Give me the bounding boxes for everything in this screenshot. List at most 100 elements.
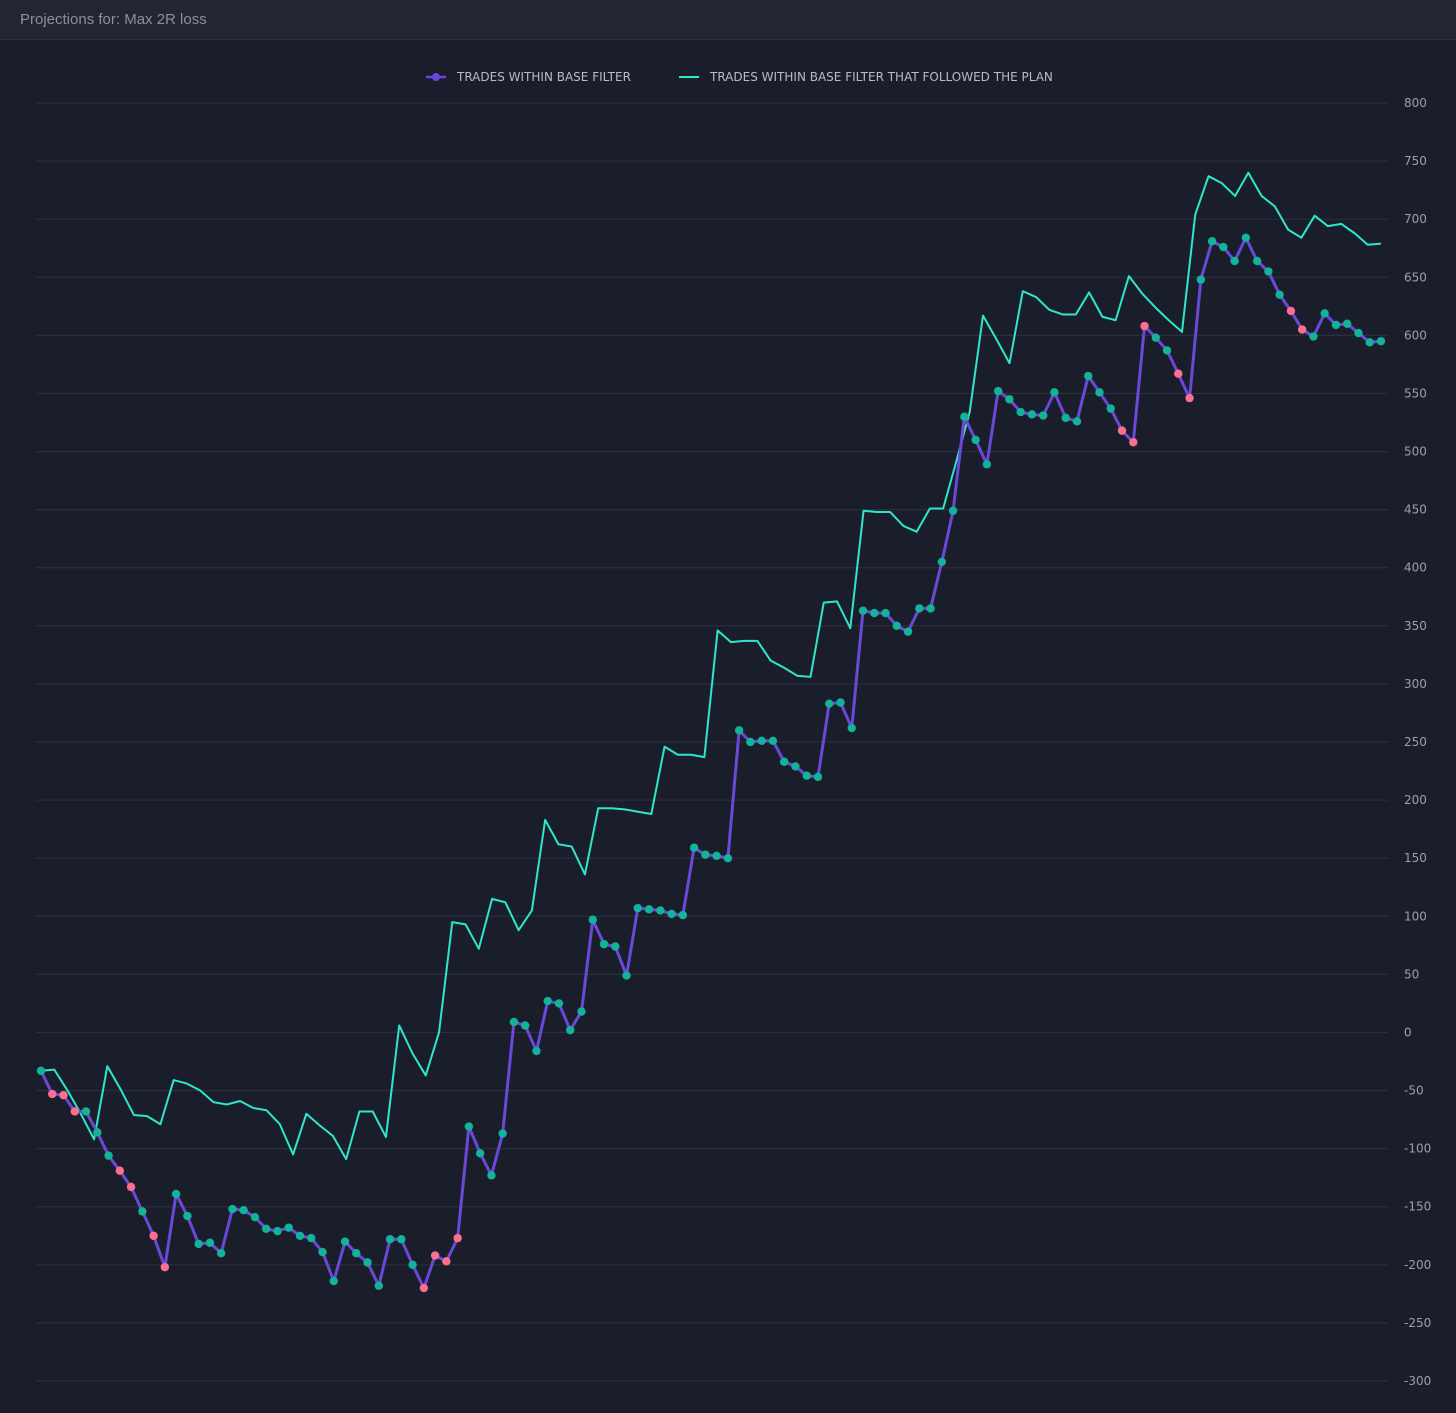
- data-point-base-filter[interactable]: [1072, 417, 1082, 426]
- data-point-base-filter[interactable]: [171, 1189, 181, 1199]
- data-point-base-filter[interactable]: [689, 843, 699, 852]
- data-point-base-filter[interactable]: [374, 1281, 384, 1290]
- data-point-base-filter[interactable]: [870, 608, 879, 618]
- data-point-base-filter[interactable]: [70, 1107, 79, 1116]
- legend-item-followed-plan[interactable]: TRADES WITHIN BASE FILTER THAT FOLLOWED …: [679, 70, 1053, 84]
- data-point-base-filter[interactable]: [115, 1166, 125, 1175]
- data-point-base-filter[interactable]: [937, 557, 947, 567]
- data-point-base-filter[interactable]: [644, 905, 654, 914]
- data-point-base-filter[interactable]: [216, 1249, 226, 1258]
- data-point-base-filter[interactable]: [622, 971, 631, 980]
- data-point-base-filter[interactable]: [1320, 309, 1329, 318]
- data-point-base-filter[interactable]: [385, 1235, 395, 1244]
- data-point-base-filter[interactable]: [126, 1182, 136, 1192]
- data-point-base-filter[interactable]: [813, 772, 823, 782]
- data-point-base-filter[interactable]: [318, 1247, 327, 1257]
- data-point-base-filter[interactable]: [1376, 336, 1386, 346]
- data-point-base-filter[interactable]: [1207, 237, 1217, 246]
- data-point-base-filter[interactable]: [678, 910, 688, 920]
- data-point-base-filter[interactable]: [442, 1257, 451, 1266]
- data-point-base-filter[interactable]: [757, 736, 766, 746]
- data-point-base-filter[interactable]: [239, 1206, 248, 1215]
- data-point-base-filter[interactable]: [836, 698, 845, 707]
- data-point-base-filter[interactable]: [183, 1211, 192, 1221]
- data-point-base-filter[interactable]: [1343, 319, 1352, 328]
- data-point-base-filter[interactable]: [307, 1233, 316, 1243]
- data-point-base-filter[interactable]: [554, 999, 564, 1008]
- data-point-base-filter[interactable]: [1140, 321, 1149, 331]
- data-point-base-filter[interactable]: [566, 1025, 575, 1035]
- data-point-base-filter[interactable]: [1309, 332, 1318, 341]
- data-point-base-filter[interactable]: [273, 1226, 282, 1236]
- data-point-base-filter[interactable]: [521, 1021, 530, 1030]
- data-point-base-filter[interactable]: [667, 909, 676, 919]
- data-point-base-filter[interactable]: [971, 435, 980, 445]
- data-point-base-filter[interactable]: [599, 939, 609, 949]
- data-point-base-filter[interactable]: [93, 1128, 102, 1137]
- data-point-base-filter[interactable]: [205, 1238, 215, 1247]
- data-point-base-filter[interactable]: [419, 1283, 429, 1293]
- data-point-base-filter[interactable]: [487, 1171, 496, 1180]
- data-point-base-filter[interactable]: [543, 996, 552, 1006]
- data-point-base-filter[interactable]: [1061, 413, 1070, 423]
- data-point-base-filter[interactable]: [295, 1231, 305, 1240]
- data-point-base-filter[interactable]: [1106, 404, 1115, 413]
- data-point-base-filter[interactable]: [453, 1233, 462, 1243]
- data-point-base-filter[interactable]: [1297, 325, 1307, 334]
- data-point-base-filter[interactable]: [81, 1107, 91, 1116]
- data-point-base-filter[interactable]: [1252, 256, 1262, 266]
- data-point-base-filter[interactable]: [262, 1224, 271, 1234]
- data-point-base-filter[interactable]: [611, 942, 620, 951]
- data-point-base-filter[interactable]: [1162, 346, 1172, 355]
- data-point-base-filter[interactable]: [577, 1007, 586, 1016]
- data-point-base-filter[interactable]: [1095, 388, 1104, 397]
- data-point-base-filter[interactable]: [1129, 438, 1138, 447]
- data-point-base-filter[interactable]: [1174, 369, 1183, 378]
- data-point-base-filter[interactable]: [1027, 410, 1037, 419]
- data-point-base-filter[interactable]: [881, 608, 890, 618]
- data-point-base-filter[interactable]: [825, 699, 834, 708]
- data-point-base-filter[interactable]: [363, 1258, 372, 1267]
- data-point-base-filter[interactable]: [329, 1276, 338, 1286]
- data-point-base-filter[interactable]: [588, 915, 597, 924]
- data-point-base-filter[interactable]: [903, 627, 913, 636]
- data-point-base-filter[interactable]: [1151, 333, 1160, 342]
- data-point-base-filter[interactable]: [1196, 275, 1206, 284]
- data-point-base-filter[interactable]: [1219, 242, 1228, 252]
- data-point-base-filter[interactable]: [993, 386, 1003, 396]
- data-point-base-filter[interactable]: [1365, 338, 1374, 347]
- data-point-base-filter[interactable]: [1331, 320, 1341, 330]
- data-point-base-filter[interactable]: [858, 606, 868, 615]
- data-point-base-filter[interactable]: [430, 1251, 440, 1260]
- data-point-base-filter[interactable]: [701, 850, 710, 859]
- data-point-base-filter[interactable]: [768, 736, 778, 746]
- data-point-base-filter[interactable]: [1185, 393, 1194, 403]
- data-point-base-filter[interactable]: [892, 621, 901, 631]
- data-point-base-filter[interactable]: [779, 757, 789, 766]
- data-point-base-filter[interactable]: [160, 1262, 170, 1272]
- data-point-base-filter[interactable]: [960, 412, 969, 421]
- data-point-base-filter[interactable]: [498, 1129, 507, 1138]
- data-point-base-filter[interactable]: [1264, 267, 1273, 276]
- data-point-base-filter[interactable]: [1117, 426, 1127, 435]
- data-point-base-filter[interactable]: [194, 1239, 203, 1249]
- data-point-base-filter[interactable]: [250, 1212, 260, 1222]
- data-point-base-filter[interactable]: [948, 506, 958, 515]
- data-point-base-filter[interactable]: [1354, 328, 1363, 338]
- data-point-base-filter[interactable]: [847, 723, 856, 733]
- data-point-base-filter[interactable]: [915, 604, 924, 613]
- data-point-base-filter[interactable]: [138, 1207, 147, 1216]
- data-point-base-filter[interactable]: [352, 1249, 361, 1258]
- data-point-base-filter[interactable]: [59, 1090, 68, 1100]
- data-point-base-filter[interactable]: [1241, 233, 1251, 242]
- data-point-base-filter[interactable]: [1286, 306, 1296, 316]
- data-point-base-filter[interactable]: [532, 1046, 541, 1056]
- data-point-base-filter[interactable]: [1016, 407, 1025, 417]
- data-point-base-filter[interactable]: [1230, 256, 1239, 266]
- data-point-base-filter[interactable]: [633, 903, 643, 913]
- data-point-base-filter[interactable]: [104, 1151, 113, 1160]
- data-point-base-filter[interactable]: [1084, 371, 1093, 381]
- data-point-base-filter[interactable]: [791, 762, 800, 771]
- data-point-base-filter[interactable]: [149, 1231, 158, 1240]
- data-point-base-filter[interactable]: [926, 604, 935, 613]
